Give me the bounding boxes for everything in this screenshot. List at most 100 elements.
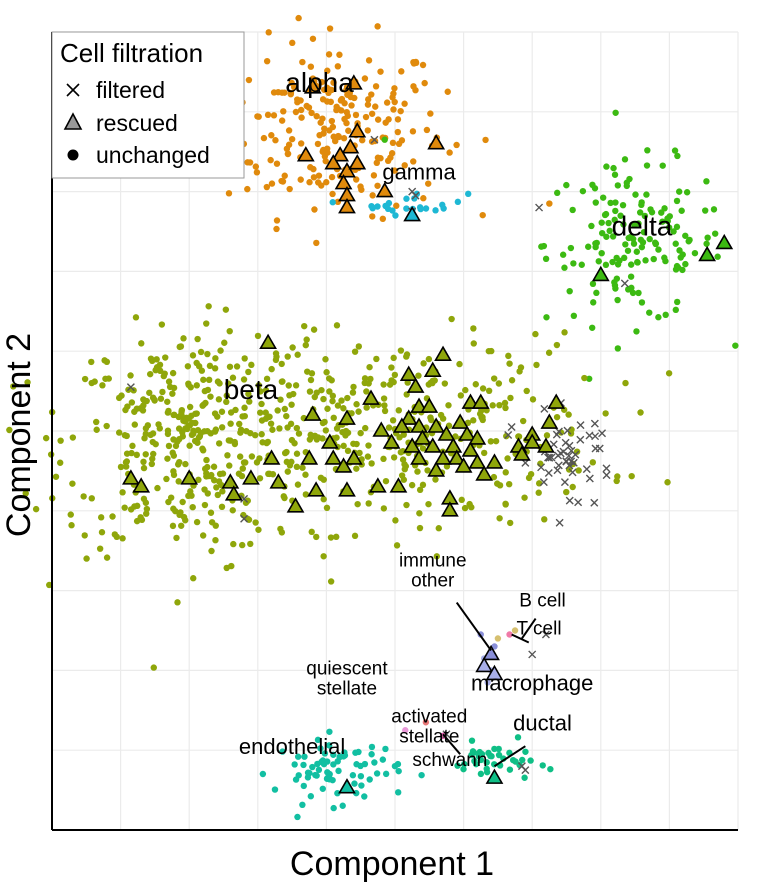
filtered-cell-cross bbox=[537, 463, 546, 472]
cell-point-delta bbox=[652, 240, 659, 248]
cell-point-endothelial bbox=[326, 728, 333, 735]
filtered-cell-cross bbox=[539, 478, 548, 487]
cell-point-beta2 bbox=[322, 427, 330, 434]
cell-point-alpha bbox=[297, 106, 305, 114]
cell-point-delta bbox=[621, 254, 628, 262]
cell-point-beta2 bbox=[392, 517, 399, 524]
cross-stroke bbox=[408, 187, 417, 196]
cell-point-beta2 bbox=[665, 370, 673, 377]
cell-point-beta bbox=[170, 384, 178, 392]
filtered-cell-cross bbox=[553, 466, 562, 475]
cell-point-alpha bbox=[328, 173, 336, 181]
cell-point-alpha bbox=[374, 182, 381, 189]
cell-point-beta bbox=[258, 417, 266, 424]
cell-point-beta2 bbox=[521, 494, 528, 501]
cell-point-endothelial bbox=[395, 767, 402, 775]
rescued-cell-triangle bbox=[224, 485, 243, 501]
cell-point-delta bbox=[646, 309, 653, 316]
cell-point-delta bbox=[570, 312, 578, 320]
cross-stroke bbox=[576, 421, 585, 430]
cell-point-gamma bbox=[392, 212, 399, 219]
cell-point-beta bbox=[97, 514, 105, 521]
filtered-cell-cross bbox=[549, 440, 558, 449]
cell-point-beta2 bbox=[506, 519, 514, 527]
cell-point-alpha bbox=[326, 25, 334, 32]
cell-point-beta bbox=[170, 411, 177, 419]
cell-point-alpha bbox=[398, 137, 406, 144]
cell-point-beta2 bbox=[427, 414, 434, 421]
cell-point-delta bbox=[665, 224, 673, 231]
cell-point-beta bbox=[128, 399, 136, 406]
rescued-cell-triangle bbox=[475, 465, 494, 481]
cell-point-delta bbox=[609, 258, 616, 266]
cell-point-beta2 bbox=[373, 355, 380, 363]
cell-point-endothelial bbox=[300, 782, 307, 790]
cell-point-beta2 bbox=[257, 409, 264, 416]
cell-point-beta bbox=[143, 397, 150, 405]
cell-point-alpha bbox=[373, 159, 381, 167]
cell-point-beta2 bbox=[382, 477, 390, 485]
legend-label-filtered: filtered bbox=[96, 77, 165, 103]
cell-point-alpha bbox=[270, 112, 278, 119]
cross-stroke bbox=[564, 451, 573, 460]
rescued-cell-triangle bbox=[403, 437, 422, 453]
cell-point-delta bbox=[613, 275, 621, 282]
cell-point-alpha bbox=[370, 172, 378, 179]
cell-point-alpha bbox=[374, 116, 382, 123]
cross-stroke bbox=[598, 429, 607, 438]
rescued-cell-triangle bbox=[348, 154, 367, 170]
cluster-label: ductal bbox=[513, 710, 572, 735]
cell-point-delta bbox=[637, 236, 645, 243]
cell-point-delta bbox=[673, 197, 681, 205]
rescued-cell-triangle bbox=[344, 74, 363, 90]
cell-point-beta bbox=[83, 555, 90, 562]
cell-point-delta bbox=[655, 314, 662, 321]
cell-point-beta bbox=[98, 529, 106, 536]
rescued-cell-triangle bbox=[399, 365, 418, 381]
cell-point-beta bbox=[162, 354, 169, 361]
cell-point-delta bbox=[633, 248, 640, 255]
cell-point-beta bbox=[99, 382, 106, 389]
cell-point-beta2 bbox=[351, 348, 359, 355]
filtered-cell-cross bbox=[504, 430, 513, 439]
cell-point-beta2 bbox=[208, 519, 216, 526]
cell-point-beta bbox=[213, 484, 220, 491]
cell-point-alpha bbox=[364, 127, 371, 134]
filtered-cell-cross bbox=[571, 450, 580, 459]
cell-point-beta bbox=[155, 421, 162, 428]
cell-point-beta bbox=[128, 449, 135, 457]
cell-point-beta bbox=[218, 503, 226, 511]
cell-point-alpha bbox=[374, 154, 382, 161]
cell-point bbox=[546, 200, 553, 207]
cell-point-beta bbox=[245, 390, 252, 398]
cell-point-delta bbox=[612, 285, 619, 292]
cell-point-alpha bbox=[324, 67, 331, 74]
cell-point-endothelial bbox=[317, 745, 324, 752]
cell-point-alpha bbox=[308, 109, 315, 117]
cell-point-beta2 bbox=[340, 442, 347, 450]
cell-point-endothelial bbox=[301, 753, 308, 760]
cell-point-beta bbox=[214, 491, 221, 499]
cell-point-beta2 bbox=[344, 394, 351, 402]
cell-point-beta2 bbox=[502, 469, 509, 476]
cross-stroke bbox=[535, 203, 544, 212]
cell-point-beta2 bbox=[169, 369, 177, 377]
filtered-cell-cross bbox=[547, 453, 556, 462]
filtered-cell-cross bbox=[576, 435, 585, 444]
cell-point-beta2 bbox=[416, 486, 424, 494]
cell-point-beta bbox=[132, 314, 140, 321]
cell-point-beta bbox=[169, 522, 177, 530]
cell-point-delta bbox=[599, 194, 607, 201]
cell-point-beta bbox=[278, 360, 285, 368]
cell-point-beta2 bbox=[441, 380, 449, 387]
cell-point-beta bbox=[204, 490, 211, 497]
cell-point-endothelial bbox=[294, 753, 302, 760]
cell-point-beta2 bbox=[575, 467, 582, 474]
cross-stroke bbox=[582, 465, 591, 474]
cell-point-delta bbox=[703, 240, 710, 247]
cell-point-beta2 bbox=[502, 404, 509, 412]
cell-point-delta bbox=[612, 199, 619, 206]
cell-point-beta bbox=[333, 533, 340, 541]
cell-point-gamma bbox=[454, 198, 462, 206]
cell-point-gamma bbox=[417, 205, 424, 213]
